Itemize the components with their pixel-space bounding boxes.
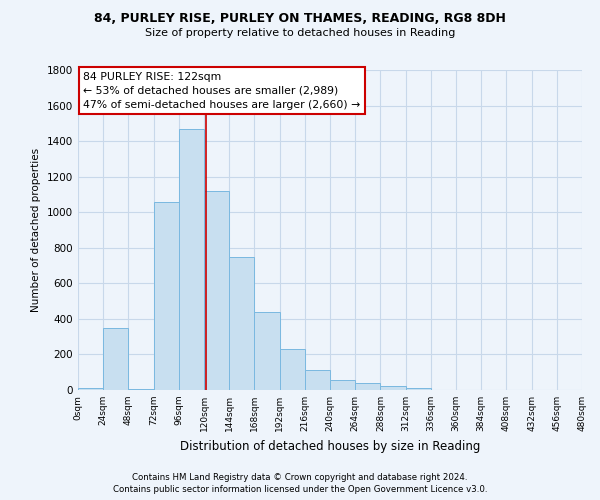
Y-axis label: Number of detached properties: Number of detached properties (31, 148, 41, 312)
X-axis label: Distribution of detached houses by size in Reading: Distribution of detached houses by size … (180, 440, 480, 452)
Bar (78, 388, 103, 390)
Bar (254, 312, 280, 390)
Bar (355, 383, 380, 390)
Bar (380, 386, 406, 390)
Bar (103, 328, 128, 390)
Bar (154, 202, 179, 390)
Bar (229, 256, 254, 390)
Bar (330, 380, 355, 390)
Bar (305, 370, 330, 390)
Bar (406, 388, 431, 390)
Text: Contains public sector information licensed under the Open Government Licence v3: Contains public sector information licen… (113, 485, 487, 494)
Bar (128, 389, 154, 390)
Text: Size of property relative to detached houses in Reading: Size of property relative to detached ho… (145, 28, 455, 38)
Bar (204, 191, 229, 390)
Bar (280, 349, 305, 390)
Text: Contains HM Land Registry data © Crown copyright and database right 2024.: Contains HM Land Registry data © Crown c… (132, 472, 468, 482)
Text: 84, PURLEY RISE, PURLEY ON THAMES, READING, RG8 8DH: 84, PURLEY RISE, PURLEY ON THAMES, READI… (94, 12, 506, 26)
Text: 84 PURLEY RISE: 122sqm
← 53% of detached houses are smaller (2,989)
47% of semi-: 84 PURLEY RISE: 122sqm ← 53% of detached… (83, 72, 360, 110)
Bar (179, 128, 204, 390)
